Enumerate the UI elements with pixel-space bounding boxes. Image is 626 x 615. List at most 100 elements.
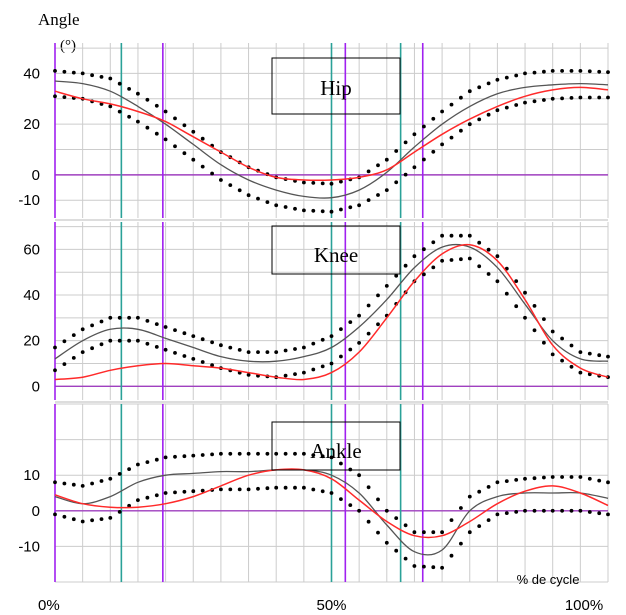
band-dot	[403, 556, 408, 561]
band-dot	[394, 548, 399, 553]
band-dot	[145, 495, 150, 500]
band-dot	[449, 135, 454, 140]
band-dot	[145, 125, 150, 130]
band-dot	[191, 489, 196, 494]
band-dot	[431, 565, 436, 570]
band-dot	[173, 328, 177, 332]
y-tick-label: 20	[23, 116, 40, 133]
band-dot	[191, 157, 196, 162]
y-axis-unit: (°)	[60, 38, 76, 54]
band-dot	[467, 494, 472, 499]
band-dot	[293, 347, 297, 351]
band-dot	[477, 489, 482, 494]
band-dot	[440, 233, 444, 238]
band-dot	[163, 491, 168, 495]
mean-series-line	[54, 80, 609, 199]
band-dot	[154, 345, 159, 349]
band-dot	[384, 540, 389, 545]
band-dot	[283, 451, 288, 456]
band-dot	[403, 523, 408, 528]
band-dot	[384, 188, 389, 193]
band-dot	[597, 511, 602, 516]
band-dot	[376, 322, 380, 327]
panels: 40 20 0 -10 Hip 60 40 20 0 Knee 10 0 -10 Ankle	[18, 43, 610, 583]
band-dot	[265, 350, 270, 354]
band-dot	[606, 70, 610, 75]
band-dot	[256, 350, 260, 354]
y-tick-label: 20	[23, 333, 40, 350]
band-dot	[422, 124, 426, 129]
band-dot	[486, 485, 491, 489]
band-dot	[256, 196, 260, 201]
band-dot	[587, 95, 592, 100]
band-dot	[412, 254, 417, 259]
band-dot	[495, 77, 500, 82]
band-dot	[403, 140, 408, 145]
band-dot	[578, 69, 583, 73]
band-dot	[163, 325, 168, 329]
band-dot	[532, 476, 537, 481]
band-dot	[136, 119, 140, 124]
band-dot	[587, 476, 592, 481]
band-dot	[311, 367, 316, 372]
band-dot	[578, 95, 583, 100]
band-dot	[127, 114, 131, 119]
x-tick-label: 100%	[565, 597, 603, 614]
band-dot	[606, 512, 610, 517]
panel-title: Hip	[320, 76, 352, 100]
band-dot	[348, 205, 353, 210]
band-lower-series	[53, 256, 610, 380]
band-dot	[431, 149, 436, 154]
band-dot	[348, 503, 353, 507]
band-dot	[449, 258, 454, 262]
band-dot	[449, 233, 454, 238]
band-dot	[339, 354, 343, 359]
band-dot	[237, 487, 242, 492]
band-dot	[293, 206, 297, 211]
band-dot	[99, 479, 104, 483]
panel-title-box	[271, 421, 401, 471]
band-dot	[53, 69, 57, 73]
band-dot	[449, 553, 454, 558]
band-dot	[71, 356, 76, 360]
band-dot	[523, 315, 527, 320]
y-tick-label: 0	[32, 503, 40, 520]
band-dot	[348, 320, 353, 324]
band-dot	[127, 338, 131, 343]
band-dot	[514, 103, 519, 107]
band-dot	[80, 519, 85, 524]
band-dot	[467, 122, 472, 127]
band-dot	[219, 178, 223, 182]
band-dot	[412, 530, 417, 535]
band-dot	[71, 333, 76, 337]
band-dot	[569, 96, 574, 100]
band-dot	[53, 368, 57, 373]
band-dot	[495, 480, 500, 485]
band-dot	[117, 338, 122, 343]
band-dot	[200, 453, 205, 457]
band-dot	[597, 478, 602, 483]
band-dot	[412, 165, 417, 170]
band-dot	[265, 200, 270, 205]
band-dot	[560, 475, 564, 479]
band-dot	[219, 487, 223, 492]
band-dot	[560, 336, 564, 341]
band-dot	[329, 491, 334, 495]
band-dot	[366, 169, 371, 174]
band-upper-series	[53, 451, 610, 535]
band-dot	[163, 137, 168, 142]
band-dot	[80, 484, 85, 488]
band-dot	[477, 240, 482, 245]
band-dot	[283, 373, 288, 378]
band-dot	[302, 485, 306, 490]
band-dot	[108, 516, 113, 520]
band-dot	[117, 81, 122, 86]
band-dot	[449, 518, 454, 522]
band-dot	[384, 508, 389, 513]
band-dot	[587, 372, 592, 377]
y-tick-label: 0	[32, 378, 40, 395]
band-dot	[532, 328, 537, 333]
band-dot	[394, 180, 399, 185]
band-dot	[504, 511, 509, 515]
band-dot	[173, 490, 177, 495]
